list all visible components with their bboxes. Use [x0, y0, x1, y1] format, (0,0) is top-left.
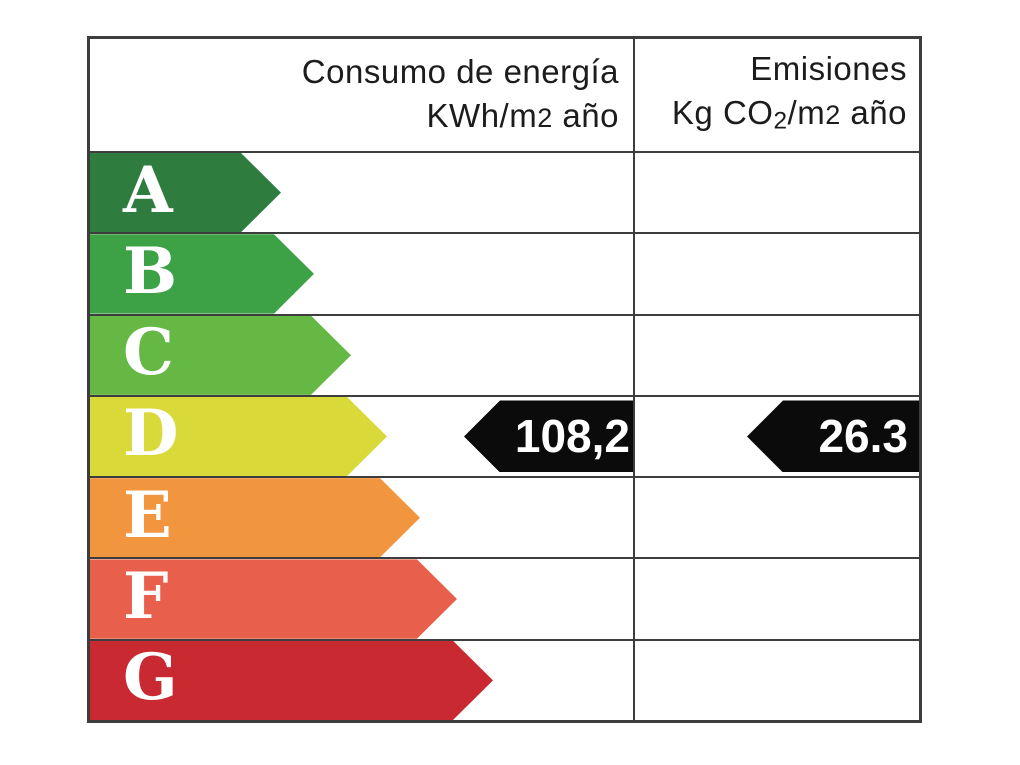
- rating-row-c: C: [90, 315, 919, 397]
- rating-row-b: B: [90, 234, 919, 316]
- energy-rating-table: Consumo de energía KWh/m2 año Emisiones …: [87, 36, 922, 723]
- grade-letter-d: D: [123, 396, 179, 472]
- rating-row-g: G: [90, 640, 919, 720]
- grade-letter-f: F: [123, 559, 169, 635]
- consumption-value-arrow: 108,2: [464, 400, 635, 473]
- table-header: Consumo de energía KWh/m2 año Emisiones …: [90, 39, 919, 153]
- emissions-header-unit: Kg CO2/m2 año: [671, 93, 907, 135]
- grade-letter-c: C: [123, 315, 174, 391]
- emissions-column-header: Emisiones Kg CO2/m2 año: [635, 39, 919, 151]
- grade-arrow-e: E: [90, 478, 420, 557]
- consumption-header-line1: Consumo de energía: [301, 53, 619, 90]
- grade-letter-a: A: [123, 152, 173, 228]
- grade-letter-e: E: [123, 477, 172, 553]
- unit-exponent: 2: [825, 99, 841, 130]
- co2-subscript: 2: [773, 107, 788, 135]
- rating-row-f: F: [90, 559, 919, 641]
- grade-arrow-a: A: [90, 153, 281, 232]
- consumption-column-header: Consumo de energía KWh/m2 año: [90, 39, 635, 151]
- emissions-value-arrow: 26.3: [747, 400, 919, 473]
- emissions-header-line1: Emisiones: [750, 49, 907, 87]
- grade-arrow-b: B: [90, 234, 314, 313]
- grade-arrow-d: D: [90, 397, 387, 476]
- rating-row-a: A: [90, 153, 919, 235]
- rating-row-e: E: [90, 478, 919, 560]
- grade-arrow-f: F: [90, 559, 457, 638]
- grade-letter-b: B: [123, 233, 178, 309]
- column-divider: [633, 39, 635, 720]
- grade-letter-g: G: [123, 640, 178, 716]
- consumption-header-unit: KWh/m2 año: [426, 97, 619, 134]
- rating-row-d: D 108,2 26.3: [90, 396, 919, 479]
- grade-arrow-c: C: [90, 316, 351, 395]
- emissions-value: 26.3: [818, 410, 908, 463]
- grade-arrow-g: G: [90, 641, 493, 720]
- unit-exponent: 2: [537, 103, 553, 133]
- consumption-value: 108,2: [514, 410, 630, 463]
